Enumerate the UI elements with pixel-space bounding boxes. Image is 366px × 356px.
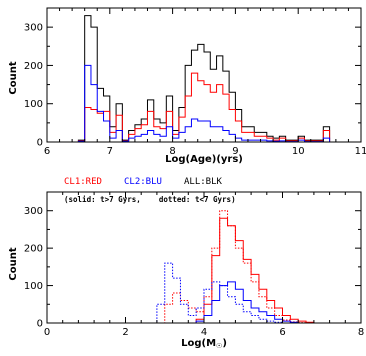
top-ticks: 6 7 8 9 10 11 0 100 200 300 [24, 8, 366, 157]
top-series-layer [47, 15, 361, 143]
x-tick-label: 2 [122, 327, 128, 338]
x-tick-label: 4 [201, 327, 207, 338]
y-tick-label: 200 [24, 244, 43, 255]
x-tick-label: 0 [44, 327, 50, 338]
x-tick-label: 10 [292, 146, 305, 157]
y-tick-label: 200 [24, 61, 43, 72]
top-plot-frame [46, 7, 362, 143]
y-tick-label: 300 [24, 23, 43, 34]
legend-line-style-note: (solid: t>7 Gyrs, dotted: t<7 Gyrs) [64, 195, 236, 204]
legend-cl1-red: CL1:RED [64, 177, 102, 187]
x-tick-label: 6 [44, 146, 50, 157]
bottom-x-axis-label: Log(M☉) [181, 338, 227, 350]
bottom-ticks: 0 2 4 6 8 0 100 200 300 [24, 192, 364, 338]
series-0-2 [47, 64, 361, 143]
y-tick-label: 0 [37, 138, 43, 149]
top-histogram-panel: 6 7 8 9 10 11 0 100 200 300 Log(Age)(yrs) Count [8, 7, 366, 165]
y-tick-label: 0 [37, 319, 43, 330]
series-0-1 [47, 72, 361, 143]
x-tick-label: 11 [355, 146, 366, 157]
bottom-histogram-panel: 0 2 4 6 8 0 100 200 300 Log(M☉) Count [8, 191, 364, 350]
x-tick-label: 6 [279, 327, 285, 338]
y-tick-label: 100 [24, 281, 43, 292]
top-y-axis-label: Count [8, 61, 19, 94]
y-tick-label: 100 [24, 99, 43, 110]
bottom-series-layer [47, 210, 361, 324]
x-tick-label: 8 [169, 146, 175, 157]
top-x-axis-label: Log(Age)(yrs) [165, 154, 243, 165]
series-1-1 [47, 210, 361, 324]
legend-cl2-blue: CL2:BLU [124, 177, 162, 187]
x-tick-label: 9 [232, 146, 238, 157]
legend-all-black: ALL:BLK [184, 177, 223, 187]
y-tick-label: 300 [24, 206, 43, 217]
x-tick-label: 8 [358, 327, 364, 338]
series-0-0 [47, 15, 361, 143]
bottom-y-axis-label: Count [8, 247, 19, 280]
x-tick-label: 7 [107, 146, 113, 157]
